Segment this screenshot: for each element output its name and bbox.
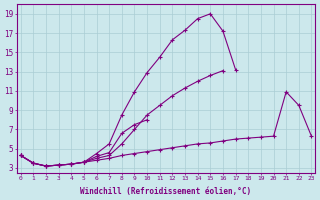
X-axis label: Windchill (Refroidissement éolien,°C): Windchill (Refroidissement éolien,°C) (81, 187, 252, 196)
